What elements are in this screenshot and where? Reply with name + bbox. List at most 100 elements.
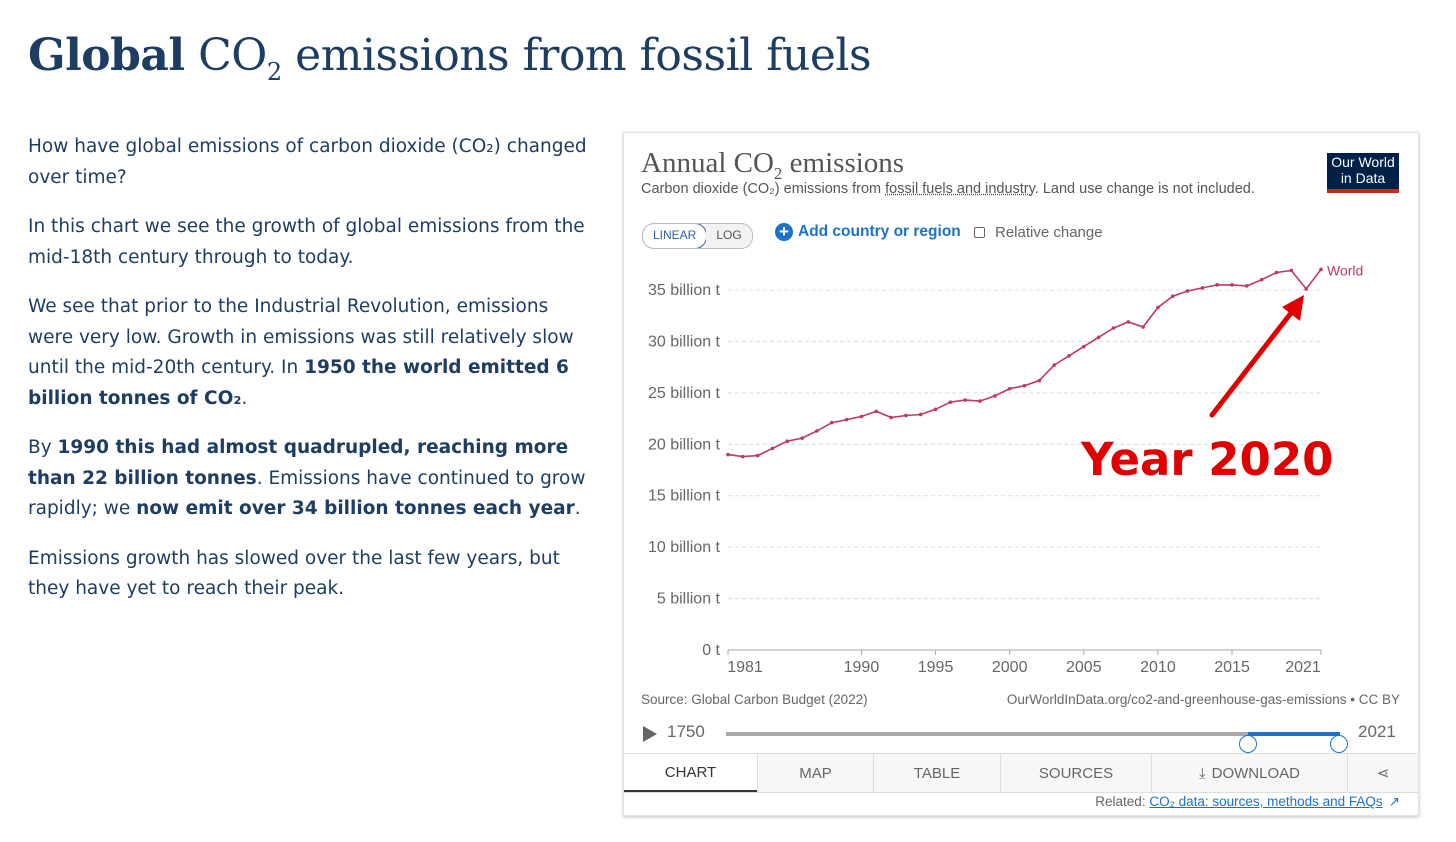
chart-source[interactable]: Source: Global Carbon Budget (2022) bbox=[641, 692, 868, 707]
subtitle-end: . Land use change is not included. bbox=[1034, 181, 1255, 197]
download-icon: ⤓ bbox=[1199, 764, 1206, 782]
y-tick-label: 10 billion t bbox=[648, 539, 721, 556]
relative-change-label: Relative change bbox=[995, 224, 1103, 241]
data-point bbox=[815, 429, 819, 433]
tab-map[interactable]: MAP bbox=[757, 754, 873, 792]
y-tick-label: 35 billion t bbox=[648, 282, 721, 299]
series-layer: World bbox=[726, 262, 1363, 459]
data-point bbox=[1052, 363, 1056, 367]
share-icon: ⋖ bbox=[1376, 765, 1390, 782]
chart-url[interactable]: OurWorldInData.org/co2-and-greenhouse-ga… bbox=[1006, 692, 1400, 707]
data-point bbox=[1141, 325, 1145, 329]
data-point bbox=[1274, 270, 1279, 275]
timeline-end-handle[interactable] bbox=[1330, 735, 1348, 753]
timeline-track[interactable] bbox=[726, 732, 1348, 753]
annotation-arrowhead bbox=[1282, 295, 1304, 321]
data-point bbox=[933, 407, 938, 412]
data-point bbox=[1304, 287, 1308, 291]
timeline-start-handle[interactable] bbox=[1239, 735, 1257, 753]
p4-end: . bbox=[574, 498, 581, 519]
p3-end: . bbox=[241, 387, 248, 409]
play-icon[interactable] bbox=[643, 726, 657, 742]
data-point bbox=[904, 413, 908, 418]
p3-text: We see that prior to the Industrial Revo… bbox=[28, 296, 574, 378]
owid-logo[interactable]: Our World in Data bbox=[1327, 153, 1399, 193]
annotation-arrow bbox=[1209, 301, 1301, 418]
checkbox-icon[interactable] bbox=[974, 227, 985, 238]
linear-toggle[interactable]: LINEAR bbox=[642, 224, 708, 248]
data-point bbox=[800, 436, 804, 440]
paragraph-5: Emissions growth has slowed over the las… bbox=[28, 547, 560, 600]
y-tick-label: 5 billion t bbox=[657, 591, 721, 608]
data-point bbox=[1096, 335, 1101, 340]
p4-text-a: By bbox=[28, 437, 58, 458]
data-point bbox=[978, 399, 982, 403]
data-point bbox=[948, 400, 953, 404]
data-point bbox=[1259, 277, 1264, 282]
external-link-icon: ↗ bbox=[1388, 794, 1400, 809]
data-point bbox=[770, 446, 775, 451]
x-tick-label: 1995 bbox=[918, 659, 954, 676]
data-point bbox=[1200, 286, 1205, 290]
data-point bbox=[1245, 284, 1249, 288]
title-bold: Global bbox=[28, 30, 185, 81]
data-point bbox=[726, 452, 730, 457]
data-point bbox=[1022, 383, 1027, 388]
data-point bbox=[1037, 378, 1042, 383]
tab-chart[interactable]: CHART bbox=[624, 754, 757, 792]
related-label: Related: bbox=[1095, 794, 1150, 809]
y-axis-labels: 0 t 5 billion t 10 billion t 15 billion t 20… bbox=[648, 282, 721, 659]
relative-change-toggle[interactable]: Relative change bbox=[974, 224, 1103, 241]
data-point bbox=[1082, 344, 1086, 349]
x-tick-label: 2000 bbox=[992, 659, 1028, 676]
chart-card: Annual CO2 emissions Carbon dioxide (CO₂… bbox=[623, 132, 1419, 816]
subtitle-link[interactable]: fossil fuels and industry bbox=[885, 181, 1035, 197]
data-point bbox=[1156, 305, 1160, 310]
timeline-end: 2021 bbox=[1358, 722, 1396, 741]
p3-bold: 1950 the world emitted 6 billion tonnes … bbox=[28, 357, 569, 409]
data-point bbox=[874, 409, 879, 414]
related-link: Related: CO₂ data: sources, methods and … bbox=[1095, 794, 1400, 810]
tab-table[interactable]: TABLE bbox=[873, 754, 1000, 792]
chart-subtitle: Carbon dioxide (CO₂) emissions from foss… bbox=[641, 181, 1255, 197]
paragraph-2: In this chart we see the growth of globa… bbox=[28, 216, 585, 268]
logo-line-2: in Data bbox=[1340, 170, 1386, 186]
data-point bbox=[829, 420, 834, 425]
series-label-world: World bbox=[1327, 262, 1363, 278]
timeline-range bbox=[1248, 732, 1340, 736]
chart-title: Annual CO2 emissions bbox=[641, 147, 904, 184]
data-point bbox=[993, 394, 997, 398]
paragraph-3: We see that prior to the Industrial Revo… bbox=[28, 292, 598, 414]
tab-download[interactable]: ⤓ DOWNLOAD bbox=[1151, 754, 1347, 792]
log-toggle[interactable]: LOG bbox=[706, 224, 752, 248]
data-point bbox=[1170, 294, 1175, 298]
tab-sources[interactable]: SOURCES bbox=[1000, 754, 1151, 792]
data-point bbox=[844, 417, 849, 422]
paragraph-4: By 1990 this had almost quadrupled, reac… bbox=[28, 433, 598, 525]
data-point bbox=[755, 453, 760, 458]
scale-toggle: LINEAR LOG bbox=[642, 223, 753, 249]
article-text: How have global emissions of carbon diox… bbox=[28, 132, 598, 624]
title-co: CO bbox=[198, 30, 267, 81]
add-country-button[interactable]: + Add country or region bbox=[775, 223, 961, 241]
data-point bbox=[1215, 283, 1220, 287]
title-sub: 2 bbox=[266, 57, 282, 86]
title-rest: emissions from fossil fuels bbox=[281, 30, 872, 81]
add-country-label: Add country or region bbox=[798, 223, 961, 240]
y-tick-label: 0 t bbox=[702, 642, 720, 659]
data-point bbox=[1126, 320, 1131, 324]
logo-line-1: Our World bbox=[1331, 154, 1395, 170]
share-button[interactable]: ⋖ bbox=[1347, 754, 1418, 792]
data-point bbox=[889, 415, 893, 420]
p4-text-b: . Emissions have continued to grow rapid… bbox=[28, 467, 586, 520]
data-point bbox=[1067, 354, 1071, 358]
x-axis-labels: 1981 1990 1995 2000 2005 2010 2015 2021 bbox=[727, 659, 1321, 676]
download-label: DOWNLOAD bbox=[1211, 764, 1300, 782]
p4-bold-a: 1990 this had almost quadrupled, reachin… bbox=[28, 437, 569, 489]
x-tick-label: 2015 bbox=[1214, 659, 1250, 676]
x-tick-label: 1981 bbox=[727, 659, 763, 676]
page-title: Global CO2 emissions from fossil fuels bbox=[28, 30, 872, 86]
data-point bbox=[859, 414, 864, 419]
related-faq-link[interactable]: CO₂ data: sources, methods and FAQs bbox=[1149, 794, 1383, 809]
timeline: 1750 2021 bbox=[640, 721, 1406, 753]
